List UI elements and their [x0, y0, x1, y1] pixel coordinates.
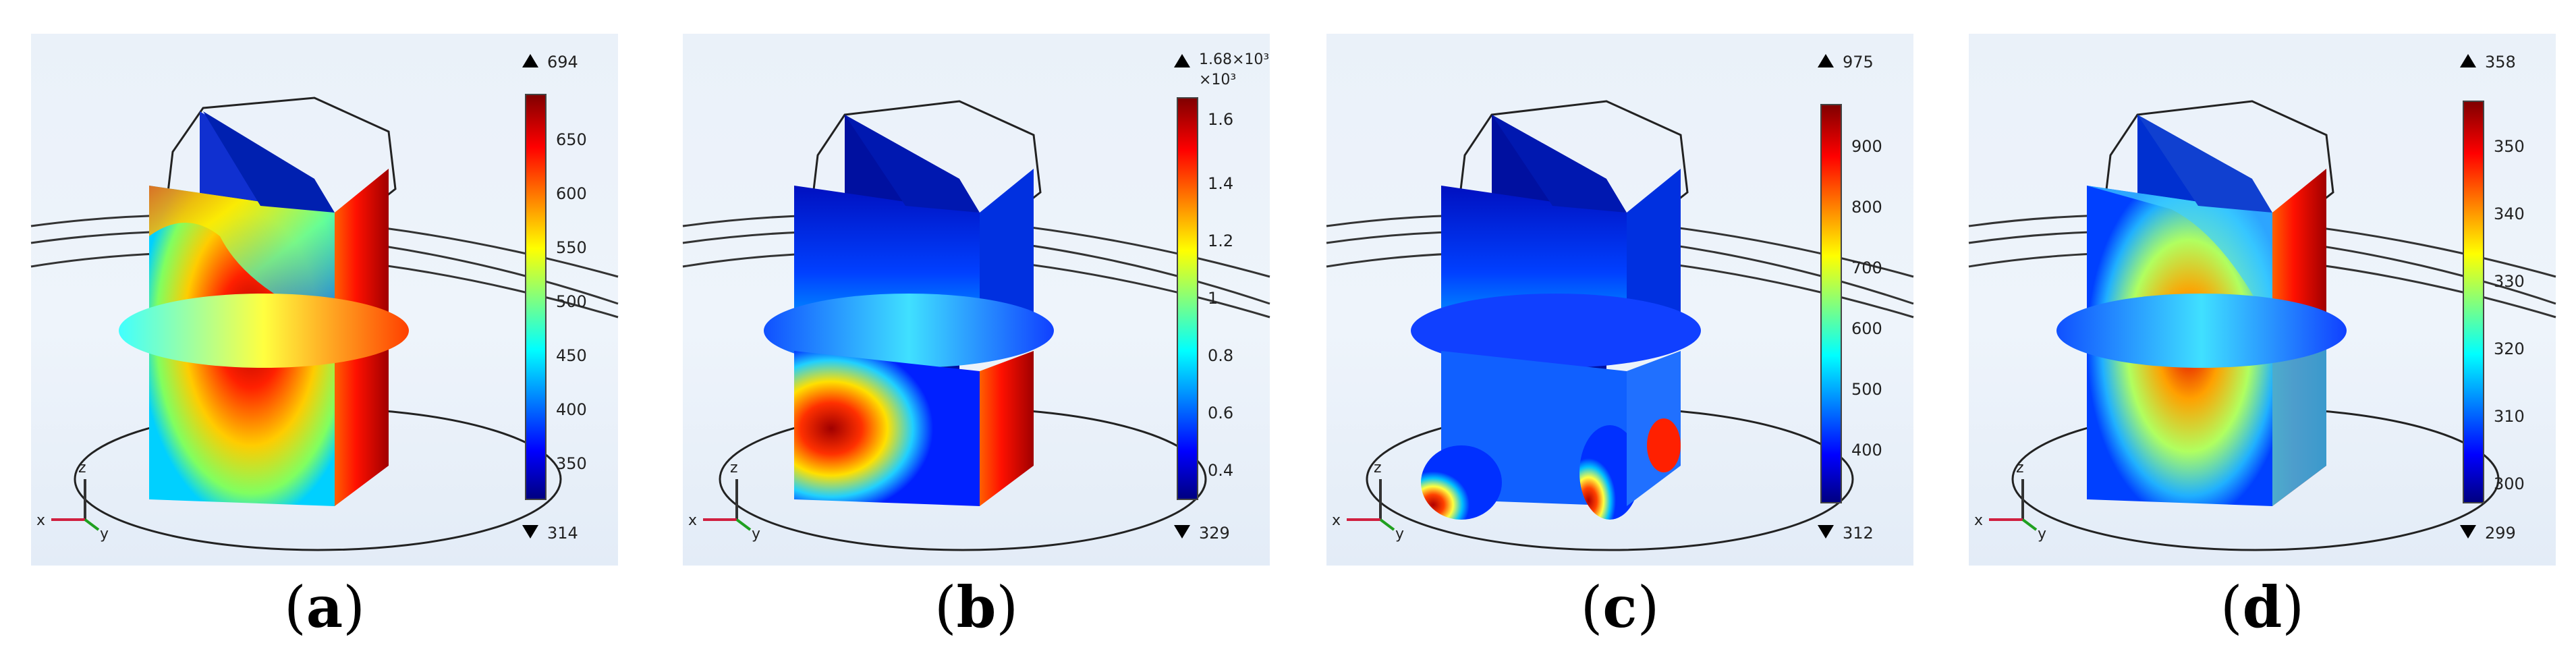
svg-text:z: z [730, 460, 738, 476]
panel-d: 358 299 350 340 330 320 310 300 z x y [1968, 34, 2556, 566]
colorbar-min: 329 [1199, 524, 1230, 543]
min-marker-icon [1818, 525, 1834, 539]
colorbar-tick: 330 [2494, 272, 2525, 291]
caption-c: (c) [1580, 574, 1660, 640]
colorbar-min: 312 [1843, 524, 1874, 543]
svg-text:z: z [78, 460, 86, 476]
colorbar-tick: 320 [2494, 339, 2525, 358]
axis-triad-icon: z x y [1974, 460, 2046, 543]
colorbar-tick: 800 [1851, 198, 1882, 217]
colorbar-max: 1.68×10³ [1199, 51, 1269, 68]
colorbar-tick: 1.4 [1208, 174, 1233, 193]
caption-d: (d) [2220, 574, 2305, 640]
colorbar-max: 975 [1843, 53, 1874, 72]
colorbar-exponent: ×10³ [1199, 72, 1236, 88]
colorbar-tick: 700 [1851, 258, 1882, 277]
axis-triad-icon: z x y [1332, 460, 1404, 543]
caption-a: (a) [284, 574, 365, 640]
panel-c: 975 312 900 800 700 600 500 400 z x y [1326, 34, 1914, 566]
colorbar-tick: 650 [556, 130, 587, 149]
panel-b: 1.68×10³ ×10³ 329 1.6 1.4 1.2 1 0.8 0.6 … [682, 34, 1270, 566]
min-marker-icon [2460, 525, 2476, 539]
colorbar-min: 299 [2485, 524, 2516, 543]
svg-text:x: x [688, 512, 697, 529]
caption-b: (b) [934, 574, 1019, 640]
colorbar-tick: 0.8 [1208, 346, 1233, 365]
colorbar-min: 314 [547, 524, 578, 543]
min-marker-icon [1174, 525, 1190, 539]
colorbar-tick: 900 [1851, 137, 1882, 156]
simulation-plot-d: 358 299 350 340 330 320 310 300 z x y [1968, 53, 2556, 551]
colorbar-tick: 340 [2494, 204, 2525, 223]
simulation-plot-a: 694 314 650 600 550 500 450 400 350 z x … [30, 53, 619, 551]
simulation-plot-c: 975 312 900 800 700 600 500 400 z x y [1326, 53, 1914, 551]
colorbar-tick: 1 [1208, 289, 1218, 308]
svg-text:y: y [1395, 526, 1404, 543]
panel-a: 694 314 650 600 550 500 450 400 350 z x … [30, 34, 619, 566]
colorbar-tick: 0.4 [1208, 461, 1233, 480]
colorbar-tick: 400 [556, 400, 587, 419]
colorbar-max: 358 [2485, 53, 2516, 72]
colorbar [2463, 101, 2484, 503]
colorbar-tick: 300 [2494, 474, 2525, 493]
colorbar-tick: 450 [556, 346, 587, 365]
svg-text:x: x [1974, 512, 1983, 529]
colorbar [1177, 97, 1198, 500]
svg-text:y: y [752, 526, 760, 543]
colorbar [525, 94, 547, 500]
colorbar-tick: 1.2 [1208, 231, 1233, 250]
colorbar-tick: 600 [1851, 319, 1882, 338]
colorbar-tick: 400 [1851, 441, 1882, 460]
max-marker-icon [1818, 54, 1834, 67]
max-marker-icon [2460, 54, 2476, 67]
svg-text:x: x [36, 512, 45, 529]
max-marker-icon [522, 54, 538, 67]
min-marker-icon [522, 525, 538, 539]
axis-triad-icon: z x y [688, 460, 760, 543]
colorbar-tick: 550 [556, 238, 587, 257]
colorbar-max: 694 [547, 53, 578, 72]
simulation-plot-b: 1.68×10³ ×10³ 329 1.6 1.4 1.2 1 0.8 0.6 … [682, 51, 1270, 551]
colorbar [1820, 104, 1842, 503]
colorbar-tick: 350 [556, 454, 587, 473]
colorbar-tick: 0.6 [1208, 404, 1233, 422]
colorbar-tick: 310 [2494, 407, 2525, 426]
svg-text:x: x [1332, 512, 1341, 529]
colorbar-tick: 500 [556, 292, 587, 311]
svg-text:z: z [1374, 460, 1382, 476]
svg-text:z: z [2016, 460, 2024, 476]
svg-text:y: y [2038, 526, 2046, 543]
colorbar-tick: 600 [556, 184, 587, 203]
colorbar-tick: 500 [1851, 380, 1882, 399]
colorbar-tick: 350 [2494, 137, 2525, 156]
svg-text:y: y [100, 526, 109, 543]
axis-triad-icon: z x y [36, 460, 109, 543]
colorbar-tick: 1.6 [1208, 110, 1233, 129]
max-marker-icon [1174, 54, 1190, 67]
